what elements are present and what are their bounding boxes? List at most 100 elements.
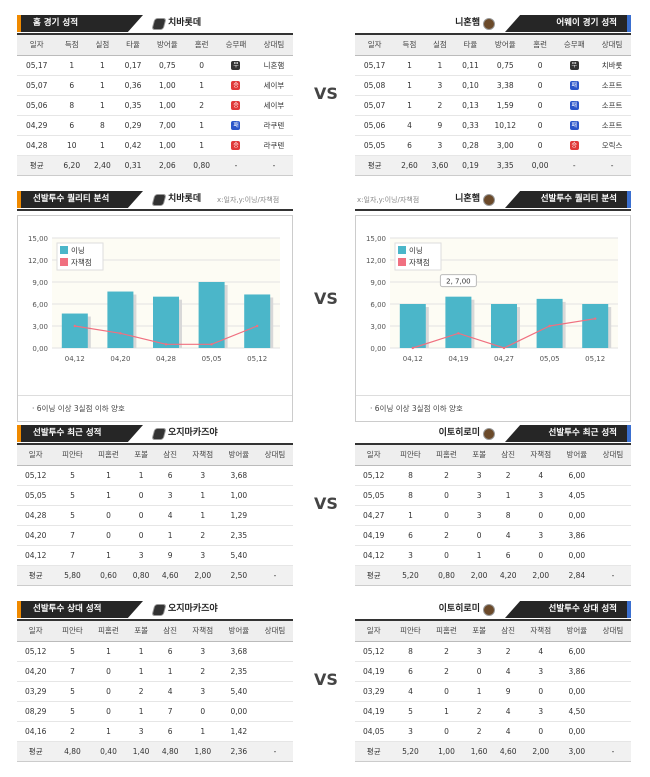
table-cell: 6: [392, 661, 429, 682]
table-cell: 0,00: [220, 701, 257, 722]
table-cell: 패: [555, 95, 594, 116]
table-cell: 니혼햄: [254, 55, 293, 76]
x-tick-label: 04,27: [494, 355, 514, 363]
table-cell: 1: [155, 661, 185, 682]
x-tick-label: 04,12: [403, 355, 423, 363]
table-cell: 05,12: [17, 641, 55, 662]
table-cell: [256, 465, 293, 486]
table-row: 04,27 1 0 3 8 0 0,00: [355, 505, 631, 526]
innings-bar: [198, 282, 225, 348]
table-cell: 0: [522, 721, 559, 742]
table-cell: 6: [155, 465, 185, 486]
table-cell: 4,05: [558, 485, 595, 506]
table-cell: 0,10: [455, 75, 486, 96]
result-badge: 패: [231, 120, 241, 130]
average-cell: 6,20: [56, 155, 88, 176]
column-header: 피홈런: [90, 445, 127, 466]
table-cell: 0,00: [558, 721, 595, 742]
x-tick-label: 04,20: [110, 355, 130, 363]
table-cell: 소프트: [593, 75, 631, 96]
table-cell: 5: [54, 641, 91, 662]
table-cell: 05,06: [17, 95, 57, 116]
table-cell: 03,29: [355, 681, 393, 702]
column-header: 득점: [394, 35, 425, 56]
pitcher-recent-left-table: 일자 피안타 피홈런 포볼 삼진 자책점 방어율 상대팀 05,12 5 1 1 6 3 3,68 05,05…: [17, 445, 293, 586]
away-recent-title: 어웨이 경기 성적: [505, 15, 631, 32]
table-cell: 0: [524, 95, 556, 116]
table-cell: 3: [522, 661, 559, 682]
table-cell: 04,19: [355, 661, 393, 682]
column-header: 자책점: [184, 445, 221, 466]
table-cell: 1: [394, 75, 425, 96]
table-cell: 8: [392, 465, 429, 486]
average-cell: 5,80: [54, 565, 91, 586]
column-header: 방어율: [148, 35, 187, 56]
table-cell: 05,12: [17, 465, 55, 486]
average-cell: 평균: [355, 155, 395, 176]
column-header: 실점: [424, 35, 456, 56]
average-cell: 2,60: [394, 155, 425, 176]
innings-bar: [445, 296, 472, 348]
table-cell: 04,29: [17, 115, 57, 136]
table-cell: 05,17: [17, 55, 57, 76]
table-cell: 1: [87, 95, 118, 116]
team-logo-icon: [483, 17, 495, 30]
legend-label: 자책점: [71, 257, 92, 267]
average-row: 평균 4,80 0,40 1,40 4,80 1,80 2,36-: [17, 741, 293, 762]
table-cell: 1: [394, 55, 425, 76]
table-cell: 04,20: [17, 525, 55, 546]
away-recent-panel: 니혼햄 어웨이 경기 성적 일자 득점 실점 타율 방어율 홈런 승무패 상대팀 05,17 1 1…: [355, 14, 631, 176]
table-cell: 3: [522, 525, 559, 546]
column-header: 득점: [56, 35, 88, 56]
column-header: 포볼: [126, 621, 156, 642]
table-cell: 세이부: [254, 95, 293, 116]
table-cell: [594, 661, 631, 682]
table-cell: 6: [155, 721, 185, 742]
table-cell: 패: [216, 115, 255, 136]
table-cell: 2: [428, 641, 465, 662]
table-cell: 0: [524, 115, 556, 136]
x-tick-label: 05,05: [202, 355, 222, 363]
table-row: 05,12 8 2 3 2 4 6,00: [355, 465, 631, 486]
team-logo-icon: [483, 427, 495, 440]
table-cell: [256, 661, 293, 682]
table-cell: 04,05: [355, 721, 393, 742]
table-cell: 무: [216, 55, 255, 76]
quality-left-panel: 선발투수 퀄리티 분석 치바롯데 x:일자,y:이닝/자책점 0,00 3,00 6…: [17, 190, 293, 422]
table-row: 04,19 6 2 0 4 3 3,86: [355, 661, 631, 682]
table-cell: 05,17: [355, 55, 395, 76]
table-row: 05,12 8 2 3 2 4 6,00: [355, 641, 631, 662]
table-cell: 1,00: [220, 485, 257, 506]
column-header: 타율: [455, 35, 486, 56]
table-cell: 1: [184, 505, 221, 526]
table-cell: 2: [428, 465, 465, 486]
earned-runs-point: [256, 324, 259, 328]
table-cell: 3: [126, 545, 156, 566]
table-cell: 04,28: [17, 135, 57, 156]
table-cell: 승: [216, 75, 255, 96]
legend-swatch: [398, 258, 406, 266]
table-row: 05,07 6 1 0,36 1,00 1 승 세이부: [17, 75, 293, 96]
result-badge: 승: [231, 100, 241, 110]
innings-bar: [153, 296, 179, 348]
table-header-row: 일자 피안타 피홈런 포볼 삼진 자책점 방어율 상대팀: [17, 445, 293, 466]
average-cell: -: [256, 741, 293, 762]
table-cell: [594, 641, 631, 662]
column-header: 방어율: [220, 621, 257, 642]
table-cell: 05,08: [355, 75, 395, 96]
average-cell: 2,00: [464, 565, 494, 586]
column-header: 일자: [355, 445, 393, 466]
earned-runs-point: [548, 324, 551, 328]
table-row: 05,05 6 3 0,28 3,00 0 승 오릭스: [355, 135, 631, 156]
average-cell: 0,31: [117, 155, 149, 176]
quality-right-team: 니혼햄: [455, 194, 480, 204]
column-header: 일자: [17, 35, 57, 56]
table-cell: 2: [428, 525, 465, 546]
earned-runs-point: [119, 332, 122, 335]
table-cell: 0,36: [117, 75, 149, 96]
column-header: 삼진: [155, 445, 185, 466]
column-header: 방어율: [558, 445, 595, 466]
earned-runs-point: [73, 324, 76, 328]
average-cell: 평균: [17, 565, 55, 586]
pitcher-name-left: 오지마카즈야: [168, 428, 218, 438]
